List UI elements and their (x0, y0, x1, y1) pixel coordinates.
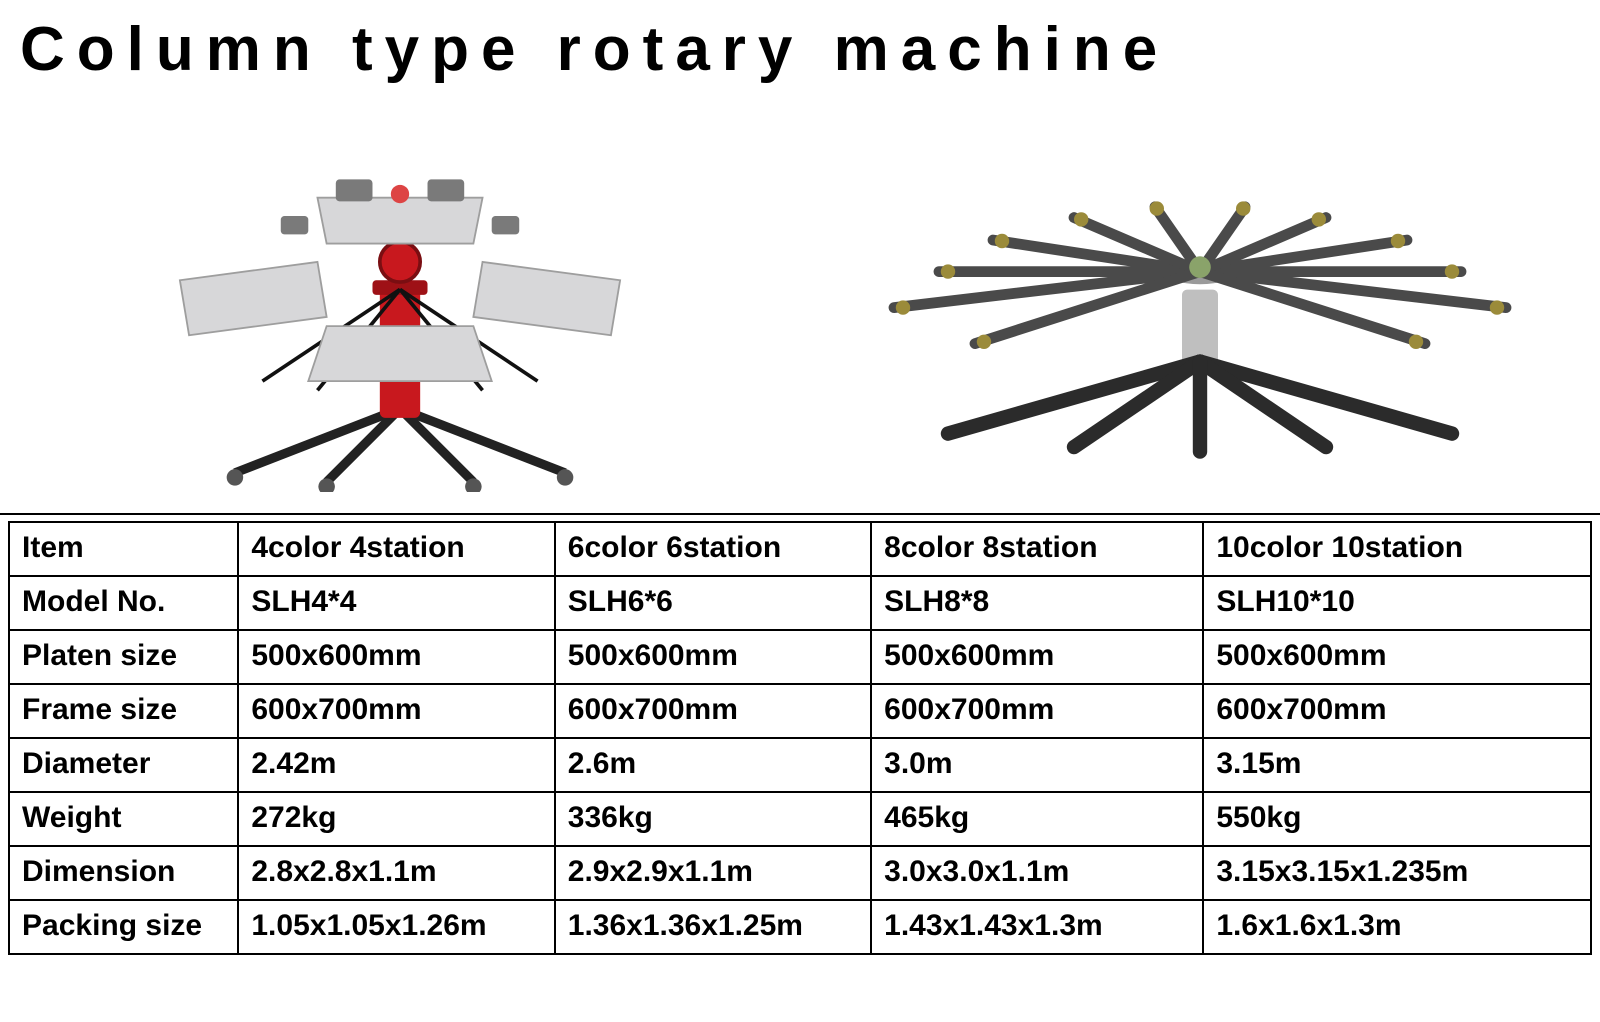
cell: 1.6x1.6x1.3m (1203, 900, 1591, 954)
table-row: Packing size1.05x1.05x1.26m1.36x1.36x1.2… (9, 900, 1591, 954)
row-label: Item (9, 522, 238, 576)
cell: 3.15m (1203, 738, 1591, 792)
cell: 6color 6station (555, 522, 871, 576)
cell: 1.36x1.36x1.25m (555, 900, 871, 954)
cell: 550kg (1203, 792, 1591, 846)
cell: 2.42m (238, 738, 554, 792)
product-image-left (0, 85, 800, 513)
cell: 1.05x1.05x1.26m (238, 900, 554, 954)
cell: SLH4*4 (238, 576, 554, 630)
table-row: Diameter2.42m2.6m3.0m3.15m (9, 738, 1591, 792)
spec-table-wrap: Item4color 4station6color 6station8color… (0, 515, 1600, 955)
row-label: Frame size (9, 684, 238, 738)
cell: 2.9x2.9x1.1m (555, 846, 871, 900)
cell: 3.0m (871, 738, 1203, 792)
product-image-right (800, 85, 1600, 513)
row-label: Model No. (9, 576, 238, 630)
product-images-row (0, 85, 1600, 515)
row-label: Dimension (9, 846, 238, 900)
cell: 600x700mm (555, 684, 871, 738)
cell: 2.8x2.8x1.1m (238, 846, 554, 900)
table-row: Platen size500x600mm500x600mm500x600mm50… (9, 630, 1591, 684)
cell: SLH10*10 (1203, 576, 1591, 630)
table-row: Weight272kg336kg465kg550kg (9, 792, 1591, 846)
cell: 500x600mm (871, 630, 1203, 684)
cell: 500x600mm (1203, 630, 1591, 684)
cell: 3.15x3.15x1.235m (1203, 846, 1591, 900)
cell: 336kg (555, 792, 871, 846)
cell: 500x600mm (555, 630, 871, 684)
cell: 1.43x1.43x1.3m (871, 900, 1203, 954)
cell: SLH8*8 (871, 576, 1203, 630)
row-label: Diameter (9, 738, 238, 792)
table-row: Item4color 4station6color 6station8color… (9, 522, 1591, 576)
page-title: Column type rotary machine (0, 0, 1600, 85)
cell: 600x700mm (871, 684, 1203, 738)
cell: 500x600mm (238, 630, 554, 684)
cell: 10color 10station (1203, 522, 1591, 576)
table-row: Dimension2.8x2.8x1.1m2.9x2.9x1.1m3.0x3.0… (9, 846, 1591, 900)
row-label: Platen size (9, 630, 238, 684)
cell: 3.0x3.0x1.1m (871, 846, 1203, 900)
row-label: Weight (9, 792, 238, 846)
cell: 272kg (238, 792, 554, 846)
row-label: Packing size (9, 900, 238, 954)
cell: 4color 4station (238, 522, 554, 576)
table-row: Frame size600x700mm600x700mm600x700mm600… (9, 684, 1591, 738)
cell: 465kg (871, 792, 1203, 846)
machine-4station-icon (40, 106, 760, 491)
cell: SLH6*6 (555, 576, 871, 630)
cell: 2.6m (555, 738, 871, 792)
cell: 600x700mm (238, 684, 554, 738)
machine-multistation-icon (840, 106, 1560, 491)
cell: 8color 8station (871, 522, 1203, 576)
cell: 600x700mm (1203, 684, 1591, 738)
table-row: Model No.SLH4*4SLH6*6SLH8*8SLH10*10 (9, 576, 1591, 630)
spec-table: Item4color 4station6color 6station8color… (8, 521, 1592, 955)
page: Column type rotary machine (0, 0, 1600, 1022)
